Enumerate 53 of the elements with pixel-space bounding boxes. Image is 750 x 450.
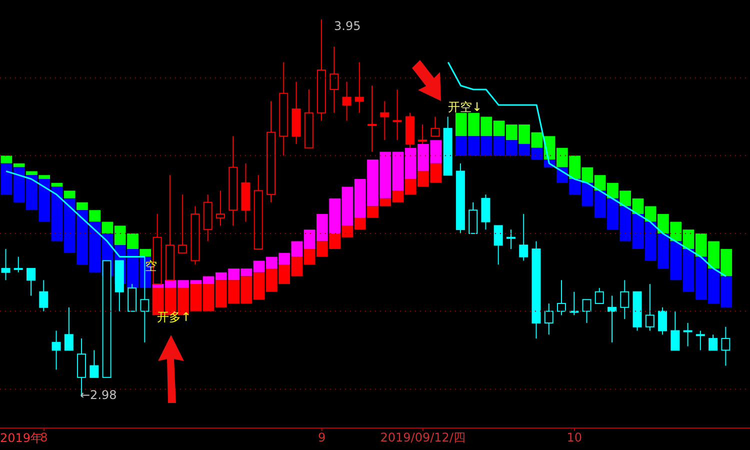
candlestick [468,202,478,234]
candlestick [582,299,592,324]
bar [13,163,25,168]
candlestick [608,295,617,343]
candlestick [519,214,528,262]
bar [51,182,63,187]
annotation: 3.95 [334,19,361,33]
annotation: 开空↓ [448,99,482,116]
candlestick [658,306,668,336]
candlestick [556,280,566,316]
candlestick [481,194,490,230]
candlestick [39,280,48,312]
candlestick [330,46,339,114]
x-tick-label: 9 [318,430,326,445]
candlestick [14,256,23,273]
annotation: ←2.98 [80,388,117,402]
candlestick [670,310,680,351]
candlestick [392,88,402,141]
candlestick [696,330,705,351]
bar [367,206,378,218]
candlestick [594,287,604,304]
candlestick [708,334,718,351]
candlestick [430,116,440,137]
candlestick [1,248,10,281]
bar [89,210,101,222]
bar [38,175,50,179]
candlestick [645,284,654,332]
candlestick [683,322,692,347]
bar [26,171,38,176]
bar [76,202,88,210]
x-tick-label: 8 [40,430,48,445]
candlestick [216,190,225,226]
candlestick [52,330,61,370]
candlestick [494,225,503,266]
candlestick [544,302,554,336]
x-tick-label: 2019/09/12/四 [380,430,466,445]
candlestick [721,326,730,366]
candlestick [64,306,74,351]
candlestick [342,81,352,122]
bar [64,190,76,198]
candlestick [570,291,579,316]
bar [140,249,152,257]
candlestick [354,62,364,114]
candlestick [368,85,377,152]
candlestick [380,100,390,141]
text: 2019年 [0,430,43,447]
x-tick-label: 10 [566,430,582,445]
bar [0,156,12,164]
candlestick [26,268,36,296]
candlestick [620,280,630,320]
candlestick [178,194,188,254]
candlestick [506,229,516,250]
candlestick [90,350,99,378]
